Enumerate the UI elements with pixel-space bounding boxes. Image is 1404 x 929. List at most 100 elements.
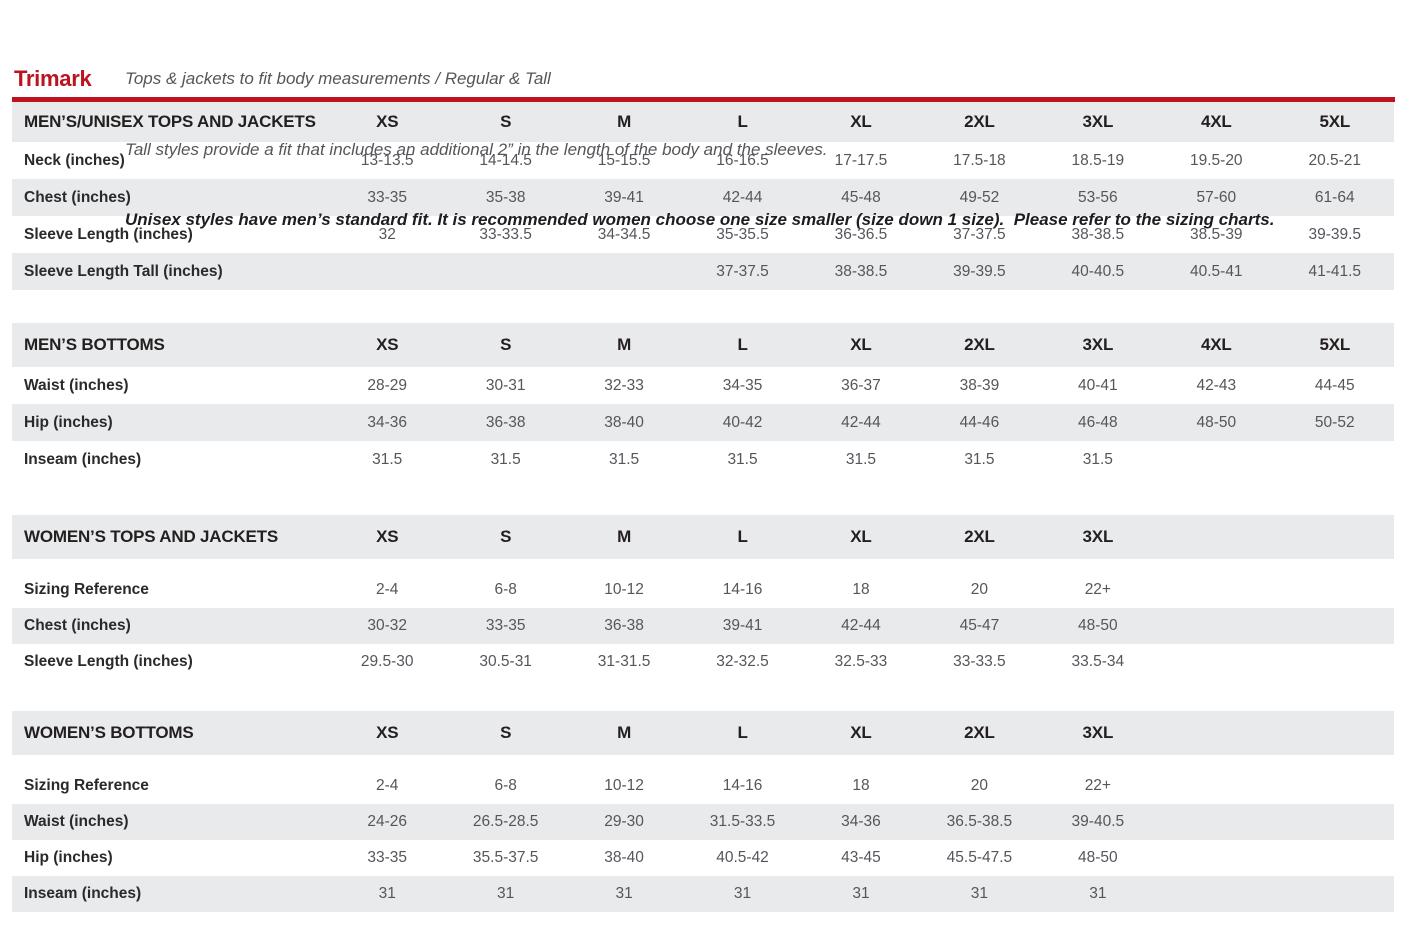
cell-value: 35-38: [485, 188, 526, 206]
cell-value: 35-35.5: [716, 225, 769, 243]
size-column-header: S: [500, 335, 512, 354]
cell-value: [1157, 876, 1275, 912]
cell-value: [1276, 804, 1395, 840]
cell-value: 38-38.5: [1071, 225, 1125, 243]
size-column-header: 5XL: [1319, 112, 1351, 131]
row-label: Neck (inches): [24, 151, 125, 169]
cell-value: 20: [970, 777, 989, 794]
table-row: Sleeve Length (inches) 29.5-30 30.5-31 31-3…: [12, 644, 1394, 680]
womens-tops-jackets-table: WOMEN’S TOPS AND JACKETS XS S M L XL 2XL 3XL Siz…: [12, 515, 1394, 680]
cell-value: 42-44: [841, 617, 881, 634]
table-row: Waist (inches) 24-26 26.5-28.5 29-30 31.5-33…: [12, 804, 1394, 840]
size-column-header: 4XL: [1200, 335, 1232, 354]
cell-value: 24-26: [367, 813, 408, 830]
cell-value: 38-40: [604, 413, 644, 431]
cell-value: 14-16: [722, 581, 763, 598]
cell-value: 38.5-39: [1189, 225, 1243, 243]
row-label: Chest (inches): [24, 617, 131, 634]
size-column-header: 4XL: [1200, 112, 1232, 131]
cell-value: 42-44: [722, 188, 763, 206]
table-row: Waist (inches) 28-29 30-31 32-33 34-35 36-37 3…: [12, 367, 1394, 404]
cell-value: 32.5-33: [834, 653, 888, 670]
cell-value: 31.5: [1082, 450, 1113, 468]
cell-value: 42-44: [841, 413, 881, 431]
cell-value: 18: [852, 581, 870, 598]
size-column-header: 3XL: [1082, 335, 1114, 354]
cell-value: 42-43: [1196, 376, 1237, 394]
cell-value: 34-34.5: [597, 225, 651, 243]
size-column-header: XL: [850, 335, 872, 354]
cell-value: 48-50: [1078, 849, 1118, 866]
size-column-header: [1157, 711, 1275, 755]
row-label: Sizing Reference: [24, 581, 149, 598]
table-header-row: WOMEN’S BOTTOMS XS S M L XL 2XL 3XL: [12, 711, 1394, 755]
cell-value: 31.5: [964, 450, 995, 468]
size-column-header: XS: [376, 112, 399, 131]
cell-value: 17.5-18: [953, 151, 1006, 169]
size-column-header: M: [617, 335, 632, 354]
womens-bottoms-table: WOMEN’S BOTTOMS XS S M L XL 2XL 3XL Sizing Refer…: [12, 711, 1394, 912]
table-row: Neck (inches) 13-13.5 14-14.5 15-15.5 16-16.…: [12, 142, 1394, 179]
cell-value: [1157, 644, 1275, 680]
cell-value: 31-31.5: [597, 653, 651, 670]
intro-line-tall-note: Tall styles provide a fit that includes …: [125, 139, 828, 159]
row-label: Chest (inches): [24, 188, 131, 206]
size-column-header: 3XL: [1082, 527, 1114, 546]
table-header-row: MEN’S/UNISEX TOPS AND JACKETS XS S M L XL 2XL 3…: [12, 102, 1394, 142]
cell-value: 14-16: [722, 777, 763, 794]
cell-value: 30-32: [367, 617, 408, 634]
cell-value: 39-39.5: [953, 262, 1006, 280]
size-column-header: XL: [850, 723, 872, 742]
header-spacer-row: [12, 755, 1394, 768]
cell-value: 2-4: [376, 777, 399, 794]
table-header-row: MEN’S BOTTOMS XS S M L XL 2XL 3XL 4XL 5XL: [12, 323, 1394, 367]
size-column-header: XL: [850, 112, 872, 131]
cell-value: 48-50: [1078, 617, 1118, 634]
cell-value: 31: [378, 885, 396, 902]
cell-value: 20.5-21: [1308, 151, 1362, 169]
cell-value: 36-38: [485, 413, 526, 431]
cell-value: 41-41.5: [1308, 262, 1362, 280]
cell-value: 30.5-31: [479, 653, 532, 670]
table-row: Sizing Reference 2-4 6-8 10-12 14-16 18 20 22+: [12, 572, 1394, 608]
size-column-header: [1276, 515, 1395, 559]
row-label: Waist (inches): [24, 813, 129, 830]
cell-value: 39-41: [722, 617, 763, 634]
table-title: WOMEN’S BOTTOMS: [24, 723, 194, 742]
cell-value: 31.5: [609, 450, 640, 468]
cell-value: 31.5-33.5: [709, 813, 776, 830]
table-row: Sleeve Length Tall (inches) 37-37.5 38-38.…: [12, 253, 1394, 290]
cell-value: 32-32.5: [716, 653, 769, 670]
cell-value: 40-41: [1078, 376, 1118, 394]
cell-value: 34-36: [367, 413, 408, 431]
cell-value: 61-64: [1314, 188, 1355, 206]
row-label: Sleeve Length Tall (inches): [24, 262, 223, 280]
cell-value: 50-52: [1314, 413, 1355, 431]
size-column-header: 5XL: [1319, 335, 1351, 354]
cell-value: 31: [733, 885, 752, 902]
cell-value: 31.5: [845, 450, 877, 468]
size-column-header: XS: [376, 335, 399, 354]
table-title: WOMEN’S TOPS AND JACKETS: [24, 527, 279, 546]
size-column-header: 2XL: [964, 527, 995, 546]
size-column-header: L: [737, 112, 748, 131]
cell-value: 39-41: [604, 188, 644, 206]
cell-value: 35.5-37.5: [472, 849, 539, 866]
table-title: MEN’S/UNISEX TOPS AND JACKETS: [24, 112, 316, 131]
cell-value: 36-36.5: [834, 225, 888, 243]
cell-value: 29.5-30: [360, 653, 414, 670]
spacer-cell: [12, 755, 1394, 768]
row-label: Sleeve Length (inches): [24, 653, 193, 670]
table-row: Hip (inches) 34-36 36-38 38-40 40-42 42-44 44-…: [12, 404, 1394, 441]
cell-value: [1276, 441, 1395, 478]
cell-value: 37-37.5: [716, 262, 769, 280]
cell-value: 53-56: [1078, 188, 1118, 206]
table-row: Sizing Reference 2-4 6-8 10-12 14-16 18 20 22+: [12, 768, 1394, 804]
mens-bottoms-table: MEN’S BOTTOMS XS S M L XL 2XL 3XL 4XL 5XL Waist (i…: [12, 323, 1394, 478]
row-label: Sleeve Length (inches): [24, 225, 193, 243]
cell-value: [1157, 572, 1275, 608]
cell-value: 33-33.5: [953, 653, 1006, 670]
cell-value: 40.5-42: [716, 849, 769, 866]
cell-value: 26.5-28.5: [472, 813, 539, 830]
cell-value: 18: [852, 777, 870, 794]
